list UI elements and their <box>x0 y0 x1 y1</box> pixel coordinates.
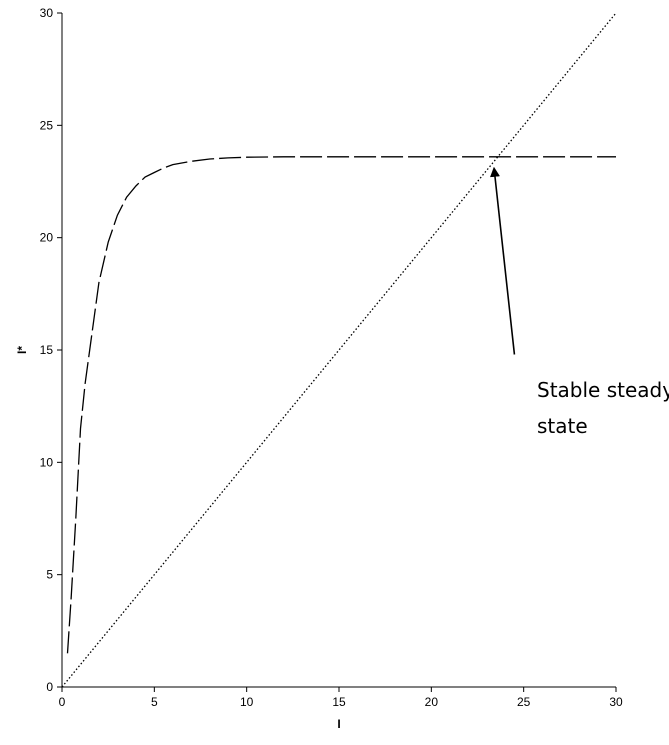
y-tick-label: 30 <box>40 6 54 20</box>
axes: 0 5 10 15 20 25 30 0 5 10 15 20 25 30 I I* <box>15 6 623 731</box>
series-line-dashed <box>66 156 616 654</box>
y-tick-label: 5 <box>46 568 53 582</box>
y-tick-label: 10 <box>40 455 54 469</box>
annotation-text: Stable steady <box>537 378 669 402</box>
x-axis-title: I <box>337 717 340 731</box>
x-tick-label: 0 <box>59 695 66 709</box>
series-line-dotted <box>61 12 617 688</box>
series-layer <box>61 12 617 688</box>
x-tick-label: 15 <box>332 695 346 709</box>
x-tick-label: 25 <box>517 695 531 709</box>
annotation-arrow <box>490 166 516 355</box>
x-tick-label: 10 <box>240 695 254 709</box>
y-tick-label: 0 <box>46 680 53 694</box>
annotation-layer: Stable steady state <box>490 166 669 438</box>
y-axis-title: I* <box>15 346 29 354</box>
x-tick-label: 30 <box>609 695 623 709</box>
y-tick-label: 15 <box>40 343 54 357</box>
y-tick-label: 25 <box>40 118 54 132</box>
x-tick-label: 20 <box>425 695 439 709</box>
y-tick-label: 20 <box>40 231 54 245</box>
x-tick-label: 5 <box>151 695 158 709</box>
annotation-text: state <box>537 414 588 438</box>
